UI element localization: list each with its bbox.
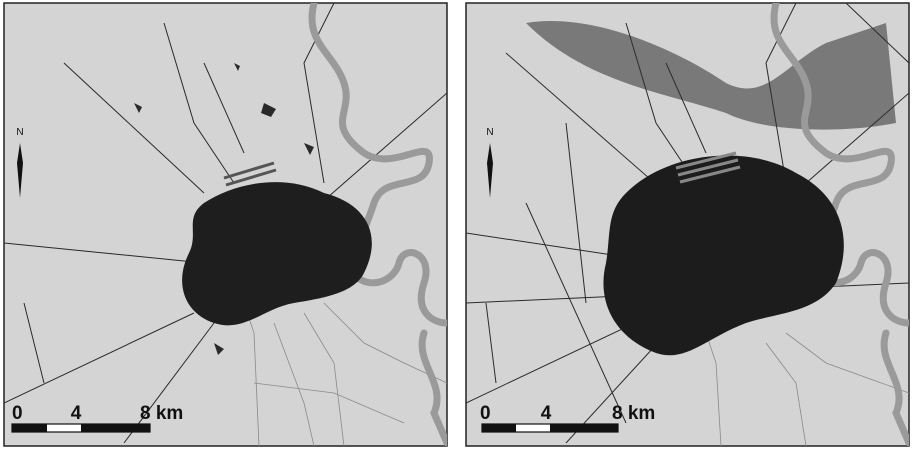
map-panel-left: N 0 4 8 km [4,3,447,446]
scale-bar-segment [550,424,618,432]
scale-label: 4 [71,403,82,424]
north-label: N [486,127,493,138]
map-figure: N 0 4 8 km N 0 4 8 km [0,0,913,449]
scale-label: 4 [541,403,552,424]
scale-label: 0 [480,403,491,424]
scale-bar-segment [12,424,47,432]
scale-label: 8 km [612,403,655,424]
scale-label: 8 km [140,403,183,424]
scale-bar-segment [81,424,150,432]
scale-label: 0 [12,403,23,424]
north-label: N [16,127,23,138]
scale-bar-segment [482,424,516,432]
map-panel-right: N 0 4 8 km [466,3,909,446]
